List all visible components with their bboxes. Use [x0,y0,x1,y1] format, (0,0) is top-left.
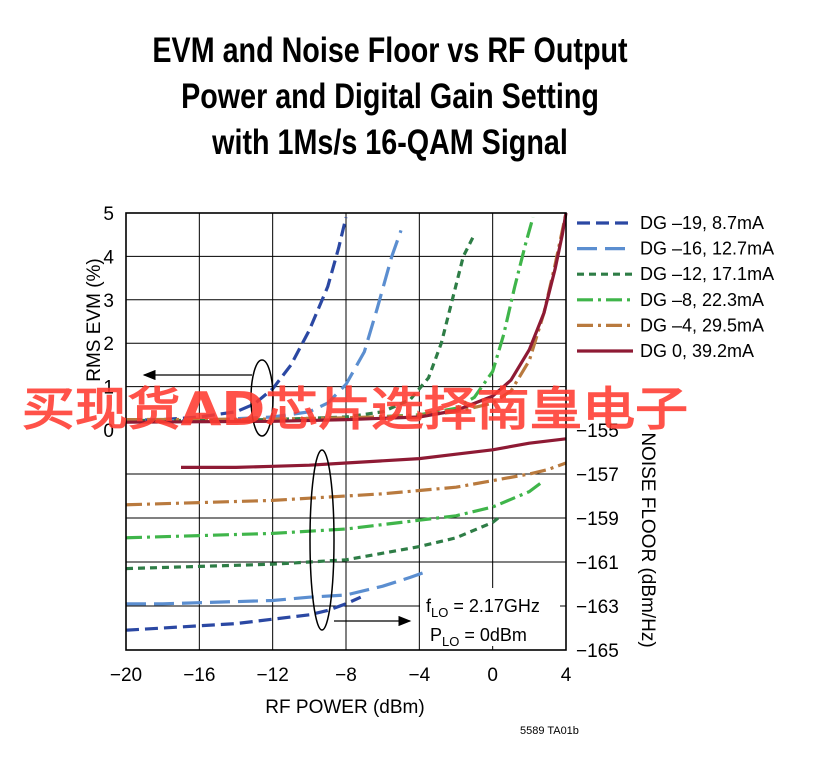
axes: −20 −16 −12 −8 −4 0 4 0 1 2 3 4 5 −165 −163 −161 −159 −15… [103,204,618,686]
legend-item: DG –4, 29.5mA [577,315,764,335]
plo-annotation: PLO = 0dBm [430,625,527,649]
legend-label: DG –16, 12.7mA [640,239,774,259]
x-tick-label: 4 [561,665,572,686]
x-axis-label: RF POWER (dBm) [265,697,424,718]
noise-floor-line [125,516,500,571]
legend-item: DG –16, 12.7mA [577,239,774,259]
annotation-box: fLO = 2.17GHz PLO = 0dBm [420,588,560,649]
x-tick-label: −20 [110,665,142,686]
watermark: 买现货AD芯片选择南皇电子 [22,382,688,436]
title-line-3: with 1Ms/s 16-QAM Signal [212,123,568,162]
figure-id: 5589 TA01b [520,725,579,737]
noise-tick-label: −155 [576,421,619,442]
x-tick-label: −12 [257,665,289,686]
evm-tick-label: 0 [103,421,114,442]
annotation-background [420,588,560,646]
evm-group-ellipse [250,359,274,437]
series-group [125,212,568,632]
evm-tick-label: 3 [103,291,114,312]
noise-tick-label: −161 [576,553,619,574]
x-tick-label: −8 [335,665,357,686]
noise-floor-line [126,569,430,606]
noise-floor-line [125,595,362,632]
flo-annotation: fLO = 2.17GHz [426,596,540,620]
legend-label: DG –4, 29.5mA [640,315,764,335]
evm-tick-label: 1 [103,378,114,399]
series-5 [125,212,568,469]
noise-tick-label: −159 [576,509,619,530]
evm-tick-label: 2 [103,334,114,355]
legend-item: DG 0, 39.2mA [577,341,754,361]
evm-tick-label: 4 [103,247,114,268]
legend-label: DG –12, 17.1mA [640,264,774,284]
series-4 [125,212,568,507]
x-tick-label: −4 [408,665,430,686]
x-tick-label: −16 [183,665,215,686]
chart-title: EVM and Noise Floor vs RF Output Power a… [103,28,677,166]
legend-item: DG –12, 17.1mA [577,264,774,284]
title-line-1: EVM and Noise Floor vs RF Output [152,31,628,70]
evm-line [125,212,568,424]
noise-tick-label: −163 [576,597,619,618]
legend-item: DG –8, 22.3mA [577,290,764,310]
evm-tick-label: 5 [103,204,114,225]
legend-item: DG –19, 8.7mA [577,213,764,233]
noise-tick-label: −165 [576,641,619,662]
noise-floor-line [181,437,567,469]
series-1 [125,229,430,606]
noise-group-ellipse [309,449,335,631]
y-axis-label-right: NOISE FLOOR (dBm/Hz) [637,432,658,647]
plot-frame [125,212,567,651]
evm-line [125,229,403,423]
legend-label: DG –19, 8.7mA [640,213,764,233]
noise-tick-label: −157 [576,465,619,486]
legend: DG –19, 8.7mA DG –16, 12.7mA DG –12, 17.1m… [577,213,774,361]
x-tick-label: 0 [487,665,498,686]
evm-line [125,212,568,422]
noise-floor-line [125,461,567,507]
y-axis-label-left: RMS EVM (%) [84,258,105,382]
legend-label: DG –8, 22.3mA [640,290,764,310]
noise-floor-line [125,479,545,540]
title-line-2: Power and Digital Gain Setting [181,77,599,116]
legend-label: DG 0, 39.2mA [640,341,754,361]
